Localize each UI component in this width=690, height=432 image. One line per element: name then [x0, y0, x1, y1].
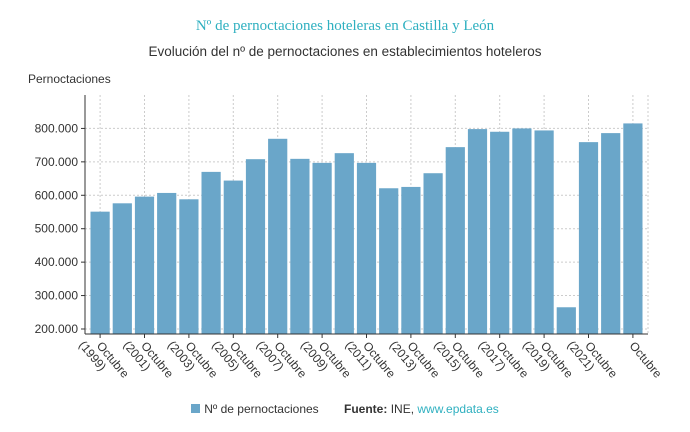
source: Fuente: INE, www.epdata.es [344, 402, 499, 416]
y-tick-label: 800.000 [35, 121, 79, 135]
x-tick-label: Octubre(2001) [121, 330, 177, 389]
y-tick-label: 300.000 [35, 289, 79, 303]
x-tick-label: Octubre(2019) [520, 330, 576, 389]
bar [379, 188, 399, 334]
bar [268, 138, 288, 334]
x-tick-label: Octubre [627, 339, 665, 381]
bar [245, 159, 266, 334]
y-tick-label: 400.000 [35, 255, 79, 269]
chart-title: Nº de pernoctaciones hoteleras en Castil… [195, 18, 495, 34]
source-name: INE, [390, 402, 415, 416]
bar [312, 162, 332, 334]
bar [490, 131, 510, 334]
bar [134, 196, 155, 334]
bar [578, 142, 599, 334]
x-tick-label: Octubre(1999) [76, 330, 132, 389]
bar [401, 186, 421, 334]
y-axis-label: Pernoctaciones [28, 72, 111, 86]
bar [201, 171, 221, 334]
legend-series-label: Nº de pernoctaciones [204, 402, 319, 416]
bar [445, 147, 465, 334]
x-tick-label: Octubre(2003) [165, 330, 221, 389]
x-tick-label: Octubre(2011) [343, 330, 399, 389]
bar [512, 128, 532, 334]
bar [112, 203, 132, 334]
x-tick-label: Octubre(2007) [254, 330, 310, 389]
bar [623, 123, 643, 334]
bar [290, 158, 310, 334]
bar [90, 211, 110, 334]
x-tick-label: Octubre(2013) [387, 330, 443, 389]
x-tick-label: Octubre(2015) [431, 330, 487, 389]
x-tick-label: Octubre(2021) [565, 330, 621, 389]
bar [223, 180, 243, 334]
source-link[interactable]: www.epdata.es [417, 402, 499, 416]
bar [179, 199, 199, 334]
legend: Nº de pernoctaciones Fuente: INE, www.ep… [0, 402, 690, 416]
chart-subtitle: Evolución del nº de pernoctaciones en es… [148, 44, 542, 59]
y-tick-label: 500.000 [35, 222, 79, 236]
y-tick-label: 200.000 [35, 322, 79, 336]
bar [356, 162, 377, 334]
y-tick-label: 700.000 [35, 155, 79, 169]
bar [601, 133, 621, 334]
y-tick-label: 600.000 [35, 188, 79, 202]
x-tick-label: Octubre(2005) [209, 330, 265, 389]
source-label: Fuente: [344, 402, 388, 416]
bar [334, 153, 354, 334]
bar [423, 173, 443, 334]
legend-swatch [191, 404, 201, 413]
bar [157, 192, 177, 334]
x-tick-label: Octubre(2017) [476, 330, 532, 389]
bar [534, 130, 554, 334]
x-tick-label: Octubre(2009) [298, 330, 354, 389]
bar [556, 307, 576, 334]
bar [467, 129, 488, 334]
